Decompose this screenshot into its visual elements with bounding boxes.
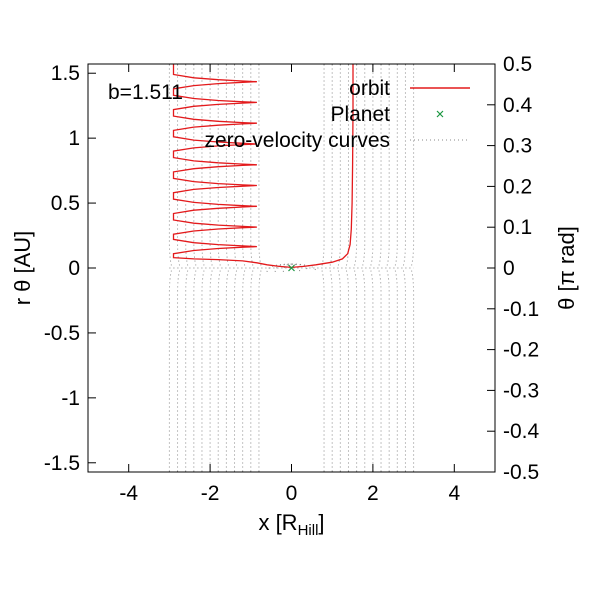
orbit-line — [172, 64, 354, 269]
tick-labels: -4 -2 0 2 4 -1.5 -1 -0.5 0 0.5 1 1.5 -0.5 -0.4 -0.3 -0.… — [44, 53, 540, 505]
zvc-lower-curve — [329, 270, 333, 472]
zvc-lower-curve — [321, 270, 325, 472]
zvc-lower-curve — [402, 270, 406, 472]
zvc-lower-curve — [225, 270, 229, 472]
x-axis-label: x [RHill] — [258, 510, 324, 539]
zvc-upper-curve — [258, 64, 262, 266]
zvc-lower-curve — [201, 270, 205, 472]
planet-point — [288, 264, 295, 272]
zvc-upper-curve — [225, 64, 229, 266]
y-tick-label: 0 — [68, 257, 80, 280]
y2-tick-label: -0.2 — [503, 339, 539, 362]
zvc-upper-curve — [337, 64, 341, 266]
zvc-lower-curve — [193, 270, 197, 472]
y2-tick-label: 0.2 — [503, 175, 532, 198]
zvc-planet-loop — [266, 263, 317, 272]
tick-marks — [88, 63, 495, 473]
x-tick-label: -2 — [201, 482, 220, 505]
zvc-upper-curve — [329, 64, 333, 266]
zero-velocity-curves — [168, 64, 415, 472]
y2-axis-label: θ [π rad] — [554, 226, 579, 310]
zvc-lower-curve — [258, 270, 262, 472]
y-tick-label: 0.5 — [51, 192, 80, 215]
y-tick-label: -0.5 — [44, 322, 80, 345]
zvc-lower-curve — [185, 270, 189, 472]
zvc-lower-curve — [242, 270, 246, 472]
legend-orbit-label: orbit — [349, 77, 390, 100]
y2-tick-label: 0.1 — [503, 216, 532, 239]
zvc-lower-curve — [370, 270, 374, 472]
legend-zero-velocity-label: zero-velocity curves — [204, 129, 390, 152]
y-tick-label: 1 — [68, 127, 80, 150]
zvc-upper-curve — [394, 64, 398, 266]
x-tick-label: 2 — [367, 482, 379, 505]
zvc-lower-curve — [394, 270, 398, 472]
x-tick-label: -4 — [119, 482, 138, 505]
y-tick-label: -1.5 — [44, 452, 80, 475]
zvc-planet-loop — [282, 263, 301, 272]
zvc-upper-curve — [217, 64, 221, 266]
zvc-upper-curve — [402, 64, 406, 266]
zvc-upper-curve — [411, 64, 415, 266]
y2-tick-label: -0.3 — [503, 379, 539, 402]
zvc-planet-loop — [274, 263, 309, 272]
zvc-upper-curve — [193, 64, 197, 266]
orbit-series — [172, 64, 354, 269]
x-tick-label: 4 — [448, 482, 460, 505]
zvc-upper-curve — [234, 64, 238, 266]
y-tick-label: 1.5 — [51, 62, 80, 85]
zvc-upper-curve — [201, 64, 205, 266]
zvc-lower-curve — [411, 270, 415, 472]
zvc-lower-curve — [168, 270, 172, 472]
planet-marker — [288, 264, 295, 272]
zvc-lower-curve — [378, 270, 382, 472]
parameter-annotation: b=1.511 — [108, 81, 183, 104]
zvc-lower-curve — [354, 270, 358, 472]
zvc-lower-curve — [177, 270, 181, 472]
zvc-lower-curve — [250, 270, 254, 472]
zvc-lower-curve — [386, 270, 390, 472]
y2-tick-label: -0.4 — [503, 420, 540, 443]
x-tick-label: 0 — [286, 482, 298, 505]
legend: orbit Planet zero-velocity curves — [204, 77, 470, 152]
y-axis-label: r θ [AU] — [10, 231, 35, 306]
y2-tick-label: -0.5 — [503, 461, 539, 484]
zvc-lower-curve — [217, 270, 221, 472]
legend-planet-swatch — [436, 110, 444, 118]
zvc-lower-curve — [345, 270, 349, 472]
zvc-upper-curve — [185, 64, 189, 266]
legend-planet-label: Planet — [330, 103, 390, 126]
y2-tick-label: 0 — [503, 257, 515, 280]
y2-tick-label: 0.4 — [503, 94, 533, 117]
y2-tick-label: 0.3 — [503, 135, 532, 158]
zvc-upper-curve — [321, 64, 325, 266]
zvc-upper-curve — [209, 64, 213, 266]
legend-planet-x — [436, 110, 444, 118]
zvc-lower-curve — [234, 270, 238, 472]
y-tick-label: -1 — [61, 387, 80, 410]
zvc-lower-curve — [337, 270, 341, 472]
y2-tick-label: -0.1 — [503, 298, 539, 321]
zvc-lower-curve — [362, 270, 366, 472]
zvc-lower-curve — [209, 270, 213, 472]
y2-tick-label: 0.5 — [503, 53, 532, 76]
